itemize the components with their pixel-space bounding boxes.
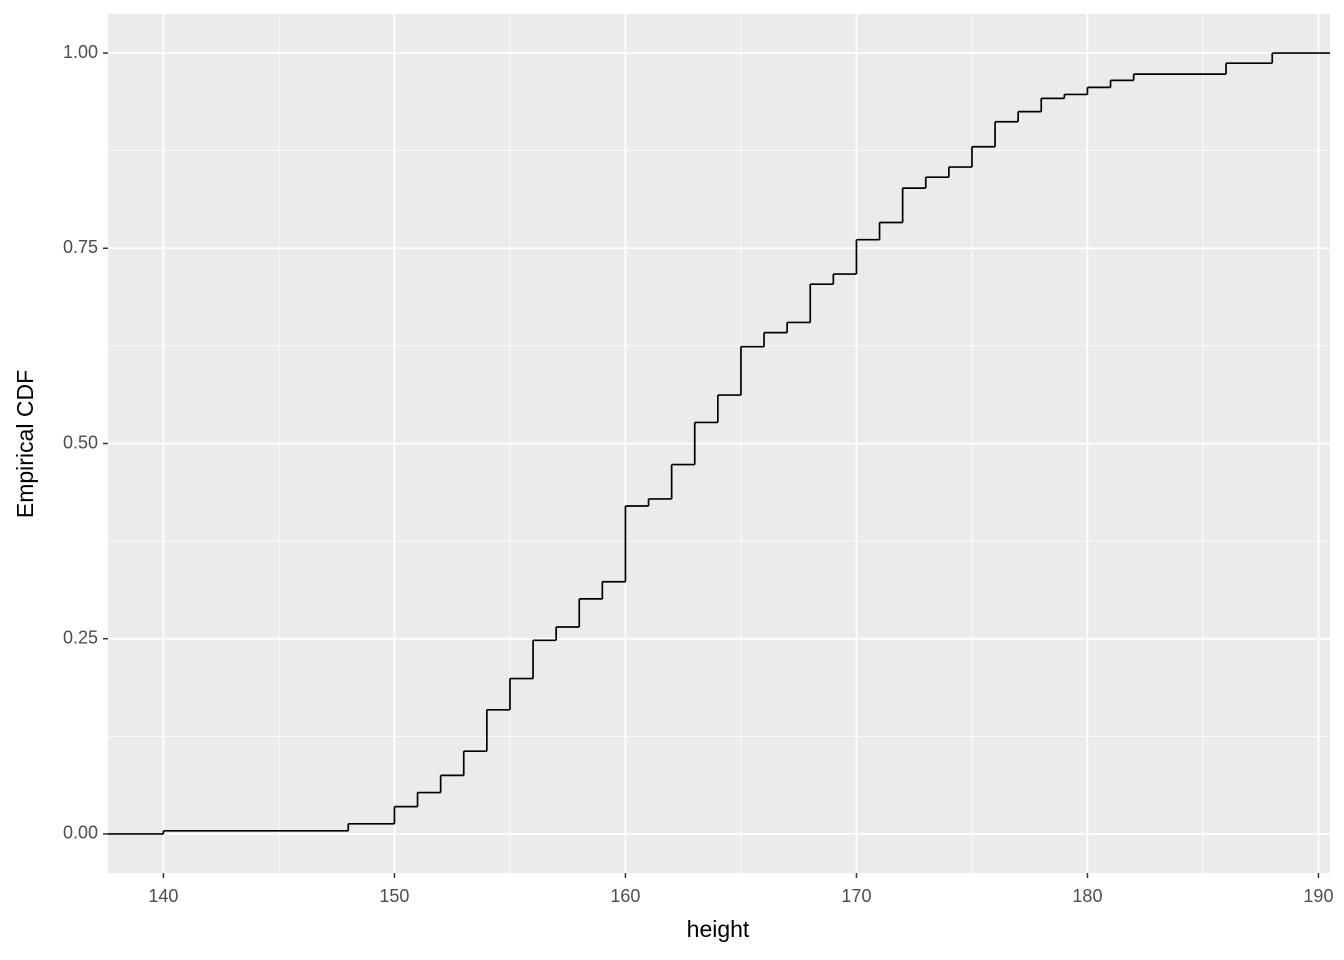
x-tick-label: 190 (1303, 886, 1333, 906)
y-tick-label: 1.00 (63, 42, 98, 62)
x-axis-title: height (687, 916, 750, 942)
x-tick-label: 170 (841, 886, 871, 906)
x-tick-label: 150 (379, 886, 409, 906)
y-tick-label: 0.25 (63, 627, 98, 647)
y-tick-label: 0.00 (63, 823, 98, 843)
x-tick-label: 160 (610, 886, 640, 906)
y-tick-label: 0.75 (63, 237, 98, 257)
y-tick-label: 0.50 (63, 432, 98, 452)
x-tick-label: 140 (148, 886, 178, 906)
y-axis-title: Empirical CDF (12, 370, 38, 518)
x-tick-label: 180 (1072, 886, 1102, 906)
